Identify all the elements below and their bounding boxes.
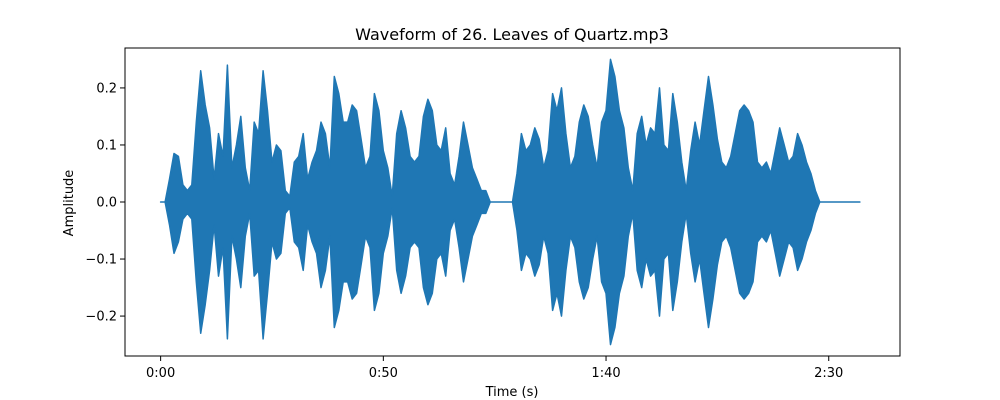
- x-tick-label: 1:40: [591, 366, 620, 381]
- y-tick-label: 0.1: [96, 138, 117, 153]
- y-tick-label: −0.2: [85, 310, 117, 325]
- x-tick-label: 2:30: [814, 366, 843, 381]
- chart-title: Waveform of 26. Leaves of Quartz.mp3: [355, 25, 669, 44]
- x-tick-label: 0:00: [146, 366, 175, 381]
- x-tick-label: 0:50: [369, 366, 398, 381]
- x-axis-label: Time (s): [485, 385, 539, 400]
- plot-area: 0:00 0:50 1:40 2:30 0.2 0.1 0.0 −0.1 −0.2: [85, 47, 901, 381]
- y-tick-label: 0.2: [96, 81, 117, 96]
- y-tick-label: 0.0: [96, 196, 117, 211]
- y-axis-label: Amplitude: [62, 170, 77, 237]
- waveform-series: [159, 58, 861, 346]
- y-tick-label: −0.1: [85, 253, 117, 268]
